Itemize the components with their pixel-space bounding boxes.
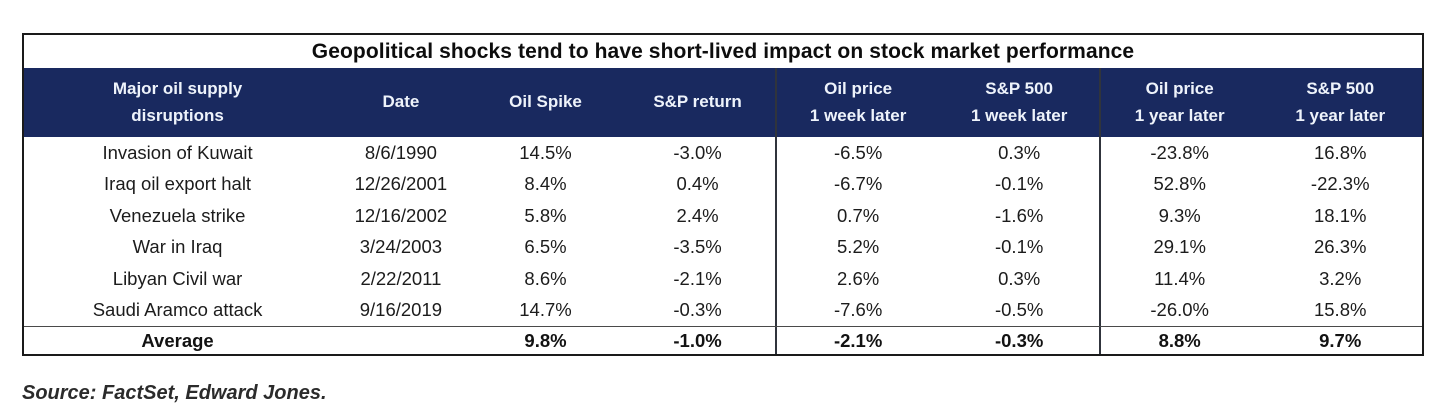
source-note: Source: FactSet, Edward Jones. [22,382,327,404]
column-header-oil-spike: Oil Spike [471,68,621,137]
cell-date: 12/26/2001 [354,173,448,195]
table-row: Libyan Civil war 2/22/2011 8.6% -2.1% 2.… [24,263,1422,295]
cell-sp-1year: 9.7% [1319,329,1362,351]
cell-event: Invasion of Kuwait [102,141,253,163]
cell-event: War in Iraq [132,236,223,258]
header-line: Date [382,92,420,112]
cell-date: 9/16/2019 [359,299,443,321]
header-line: 1 year later [1134,105,1225,125]
cell-sp-1year: 16.8% [1313,141,1367,163]
cell-oil-spike: 6.5% [524,236,567,258]
cell-oil-1week: -7.6% [774,294,940,326]
cell-oil-1year: 11.4% [1098,263,1259,295]
cell-date: 3/24/2003 [359,236,443,258]
cell-sp-1week: 0.3% [998,141,1041,163]
header-line: Oil Spike [509,92,582,112]
figure: Geopolitical shocks tend to have short-l… [22,33,1424,404]
data-table: Geopolitical shocks tend to have short-l… [22,33,1424,356]
cell-event: Iraq oil export halt [104,173,252,195]
cell-average-label: Average [141,329,214,351]
header-line: 1 year later [1295,105,1386,125]
cell-oil-spike: 8.6% [524,267,567,289]
cell-sp-1week: -0.1% [994,173,1044,195]
cell-sp-1year: 15.8% [1313,299,1367,321]
cell-oil-1year: 29.1% [1098,231,1259,263]
cell-oil-1week: -6.5% [774,137,940,169]
header-line: S&P 500 [1306,79,1375,99]
cell-sp-return: -3.5% [673,236,722,258]
cell-sp-return: 0.4% [676,173,719,195]
cell-oil-1week: -6.7% [774,168,940,200]
cell-date: 12/16/2002 [354,204,448,226]
cell-sp-1year: 18.1% [1313,204,1367,226]
header-line: 1 week later [970,105,1068,125]
cell-sp-1week: -0.3% [994,329,1044,351]
header-line: disruptions [131,105,224,125]
cell-date [331,327,471,354]
cell-sp-return: 2.4% [676,204,719,226]
cell-sp-1year: 26.3% [1313,236,1367,258]
cell-oil-spike: 14.5% [519,141,572,163]
header-line: Oil price [824,79,893,99]
cell-sp-1year: 3.2% [1319,267,1362,289]
cell-oil-spike: 8.4% [524,173,567,195]
column-header-sp-return: S&P return [620,68,775,137]
cell-event: Libyan Civil war [112,267,243,289]
cell-event: Venezuela strike [109,204,246,226]
cell-sp-return: -0.3% [673,299,722,321]
table-row: War in Iraq 3/24/2003 6.5% -3.5% 5.2% -0… [24,231,1422,263]
table-row: Invasion of Kuwait 8/6/1990 14.5% -3.0% … [24,137,1422,169]
cell-sp-1year: -22.3% [1310,173,1370,195]
cell-sp-return: -2.1% [673,267,722,289]
column-header-date: Date [331,68,471,137]
header-line: S&P 500 [985,79,1054,99]
average-row: Average 9.8% -1.0% -2.1% -0.3% 8.8% 9.7% [24,326,1422,354]
cell-date: 2/22/2011 [360,267,442,289]
cell-oil-1week: 5.2% [774,231,940,263]
cell-sp-1week: -1.6% [994,204,1044,226]
column-header-oil-1year: Oil price 1 year later [1098,68,1259,137]
column-header-sp-1week: S&P 500 1 week later [939,68,1099,137]
cell-oil-spike: 9.8% [524,329,567,351]
cell-date: 8/6/1990 [364,141,437,163]
cell-sp-return: -1.0% [673,329,722,351]
cell-sp-1week: -0.5% [994,299,1044,321]
column-header-disruptions: Major oil supply disruptions [24,68,331,137]
table-row: Saudi Aramco attack 9/16/2019 14.7% -0.3… [24,294,1422,326]
column-header-sp-1year: S&P 500 1 year later [1258,68,1422,137]
cell-oil-1week: 2.6% [774,263,940,295]
header-line: Oil price [1145,79,1214,99]
cell-oil-1week: -2.1% [774,327,940,354]
cell-sp-return: -3.0% [673,141,722,163]
table-row: Iraq oil export halt 12/26/2001 8.4% 0.4… [24,168,1422,200]
table-header-row: Major oil supply disruptions Date Oil Sp… [24,68,1422,137]
cell-oil-1year: 52.8% [1098,168,1259,200]
header-line: S&P return [653,92,742,112]
table-row: Venezuela strike 12/16/2002 5.8% 2.4% 0.… [24,200,1422,232]
cell-oil-spike: 5.8% [524,204,567,226]
column-header-oil-1week: Oil price 1 week later [774,68,940,137]
cell-oil-1year: 9.3% [1098,200,1259,232]
cell-sp-1week: 0.3% [998,267,1041,289]
cell-oil-spike: 14.7% [519,299,572,321]
cell-oil-1year: -26.0% [1098,294,1259,326]
cell-event: Saudi Aramco attack [92,299,263,321]
cell-oil-1week: 0.7% [774,200,940,232]
header-line: 1 week later [809,105,907,125]
cell-oil-1year: -23.8% [1098,137,1259,169]
table-title: Geopolitical shocks tend to have short-l… [311,39,1135,63]
cell-sp-1week: -0.1% [994,236,1044,258]
header-line: Major oil supply [112,79,243,99]
cell-oil-1year: 8.8% [1098,327,1259,354]
